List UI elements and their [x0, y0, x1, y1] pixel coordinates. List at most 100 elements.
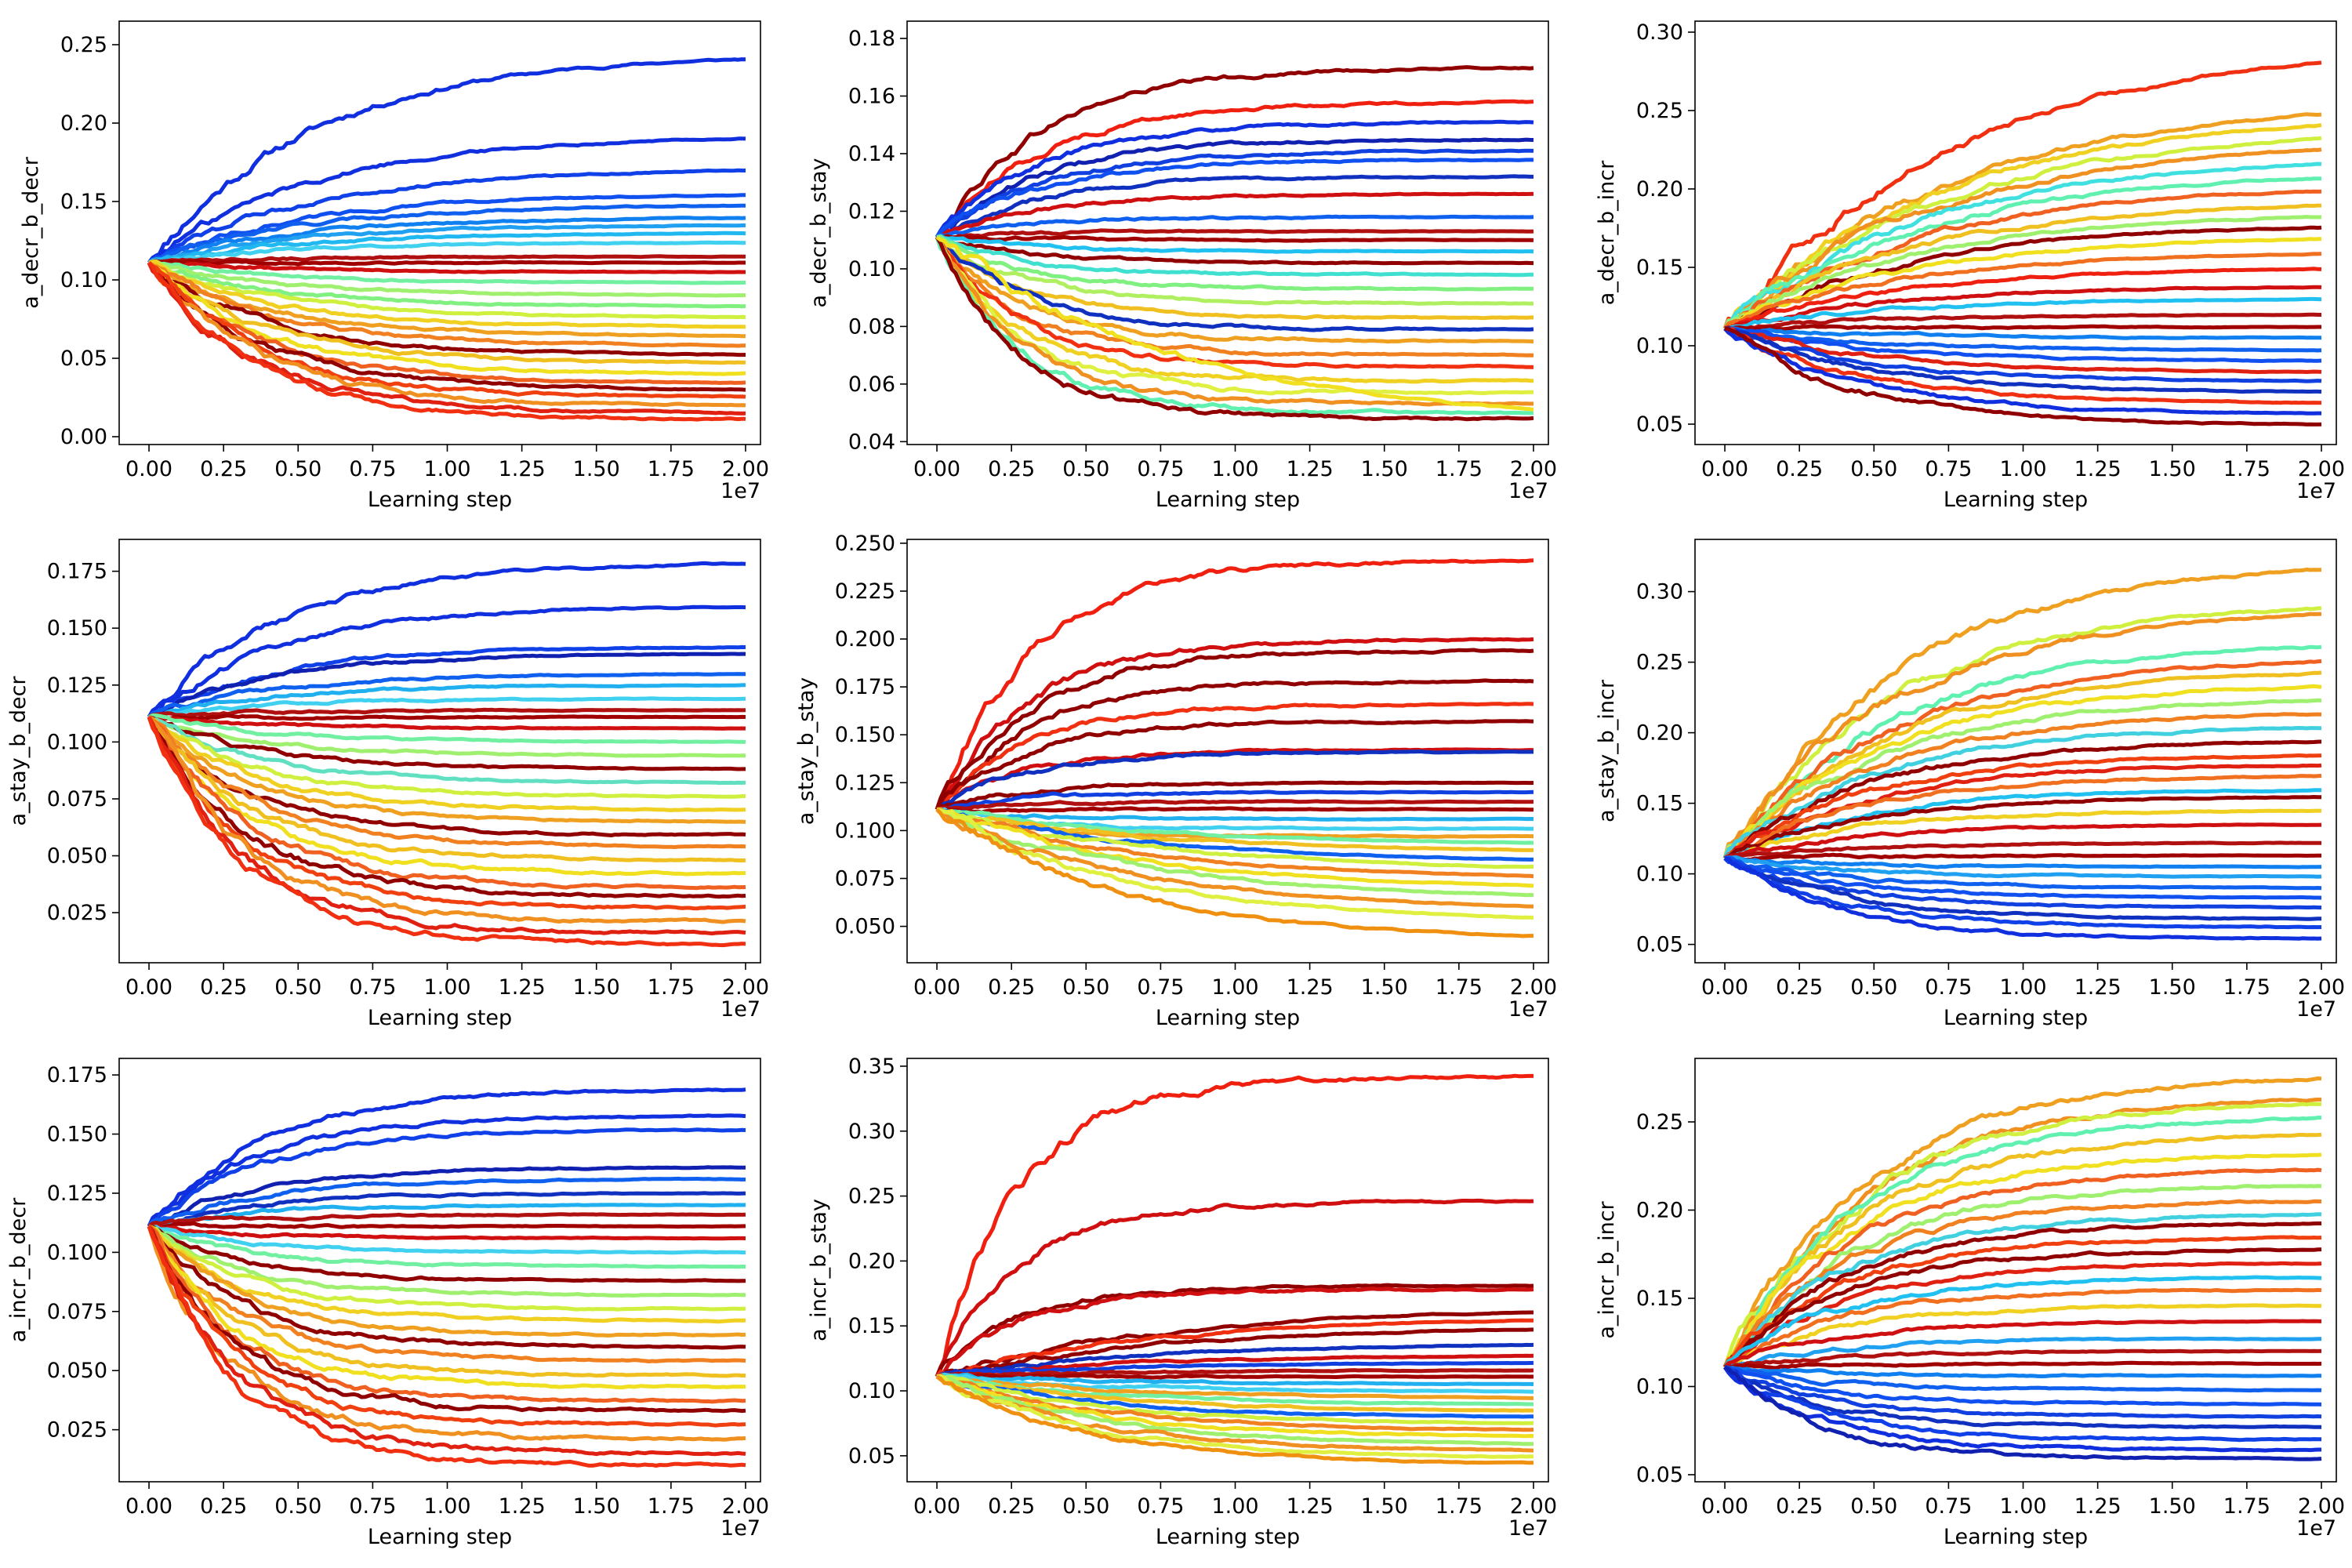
series-line	[147, 716, 746, 837]
series-line	[936, 1374, 1534, 1439]
x-tick-label: 1.25	[499, 975, 546, 1000]
x-tick-label: 1.25	[2074, 975, 2122, 1000]
y-tick-label: 0.25	[1636, 1110, 1683, 1134]
y-tick-label: 0.05	[1636, 1463, 1683, 1487]
series-group	[1722, 567, 2322, 941]
subplot-a_incr_b_incr: 0.00 0.25 0.50 0.75 1.00 1.25 1.50 1.75 2.00 0.05…	[1595, 1058, 2345, 1549]
series-line	[1722, 684, 2322, 859]
y-tick-label: 0.20	[60, 111, 107, 136]
series-line	[1723, 1319, 2322, 1369]
series-line	[1722, 136, 2322, 330]
y-tick-label: 0.125	[47, 673, 107, 698]
series-line	[147, 260, 746, 348]
x-tick-label: 0.50	[1850, 1494, 1897, 1519]
series-line	[147, 1225, 746, 1378]
series-line	[935, 235, 1534, 266]
x-tick-label: 0.25	[988, 1494, 1035, 1519]
x-tick-label: 0.75	[1137, 975, 1184, 1000]
axes-frame	[118, 20, 761, 445]
series-line	[1724, 312, 2321, 333]
series-group	[147, 561, 746, 948]
series-line	[935, 808, 1534, 938]
series-line	[1723, 203, 2321, 331]
series-line	[1724, 739, 2322, 861]
y-tick-label: 0.15	[848, 1314, 895, 1338]
x-tick-label: 1.50	[573, 457, 620, 481]
y-tick-label: 0.075	[47, 1300, 107, 1324]
subplot-grid: 0.00 0.25 0.50 0.75 1.00 1.25 1.50 1.75 2.000.00…	[6, 20, 2345, 1549]
series-line	[936, 1373, 1534, 1432]
series-line	[1724, 285, 2322, 331]
x-axis-label: Learning step	[1944, 1525, 2088, 1549]
x-tick-label: 0.75	[349, 975, 396, 1000]
series-line	[1724, 840, 2321, 861]
y-tick-label: 0.08	[848, 314, 895, 339]
y-tick-label: 0.18	[848, 27, 895, 51]
y-tick-label: 0.10	[848, 257, 895, 281]
x-axis-multiplier: 1e7	[1508, 1516, 1548, 1541]
series-line	[1723, 1365, 2322, 1461]
y-tick-label: 0.16	[848, 85, 895, 109]
series-line	[1724, 326, 2322, 340]
series-line	[935, 808, 1534, 898]
series-line	[147, 716, 746, 799]
series-line	[147, 707, 746, 719]
series-line	[935, 780, 1534, 811]
series-line	[148, 260, 746, 329]
x-tick-label: 1.25	[499, 1494, 546, 1519]
series-line	[1723, 712, 2322, 860]
axes-frame	[906, 20, 1549, 445]
series-line	[935, 236, 1534, 384]
series-line	[148, 1203, 746, 1229]
y-tick-label: 0.25	[60, 33, 107, 57]
axes-frame	[906, 1058, 1549, 1483]
series-line	[1723, 795, 2322, 860]
series-line	[1722, 612, 2322, 860]
y-tick-label: 0.14	[848, 142, 895, 166]
series-line	[148, 1127, 746, 1229]
series-line	[936, 806, 1534, 815]
y-tick-label: 0.025	[47, 901, 107, 925]
x-tick-label: 1.00	[1999, 975, 2046, 1000]
series-line	[1723, 856, 2321, 921]
series-line	[1723, 1132, 2322, 1369]
series-line	[147, 1225, 746, 1468]
y-tick-label: 0.15	[60, 190, 107, 214]
x-tick-label: 0.75	[1925, 1494, 1972, 1519]
series-line	[147, 230, 746, 265]
series-line	[148, 223, 746, 265]
subplot-a_incr_b_decr: 0.00 0.25 0.50 0.75 1.00 1.25 1.50 1.75 2.00 0.02…	[6, 1058, 769, 1549]
y-tick-label: 0.10	[1636, 334, 1683, 358]
series-line	[1724, 324, 2321, 332]
y-tick-label: 0.30	[1636, 20, 1683, 45]
series-line	[147, 1225, 746, 1363]
series-line	[935, 236, 1534, 344]
series-line	[1724, 855, 2322, 869]
y-tick-label: 0.150	[47, 1123, 107, 1147]
series-line	[148, 57, 746, 265]
y-tick-label: 0.10	[1636, 1375, 1683, 1399]
series-line	[147, 1212, 746, 1229]
x-tick-label: 2.00	[722, 457, 769, 481]
series-line	[1723, 147, 2322, 334]
series-line	[1724, 326, 2322, 375]
y-tick-label: 0.125	[835, 771, 895, 795]
series-line	[935, 228, 1534, 241]
x-axis-label: Learning step	[368, 1006, 512, 1030]
y-tick-label: 0.10	[60, 268, 107, 292]
series-line	[1724, 1365, 2321, 1429]
series-line	[147, 716, 746, 936]
x-tick-label: 2.00	[722, 1494, 769, 1519]
series-line	[1724, 326, 2322, 394]
x-tick-label: 2.00	[2298, 457, 2345, 481]
series-line	[148, 713, 746, 721]
series-line	[936, 808, 1534, 920]
x-axis-label: Learning step	[1944, 488, 2088, 512]
series-line	[1724, 606, 2322, 862]
series-line	[148, 1224, 746, 1255]
x-tick-label: 0.25	[200, 975, 247, 1000]
x-tick-label: 0.50	[274, 975, 321, 1000]
series-line	[1723, 189, 2322, 333]
y-axis-label: a_decr_b_decr	[19, 156, 43, 308]
